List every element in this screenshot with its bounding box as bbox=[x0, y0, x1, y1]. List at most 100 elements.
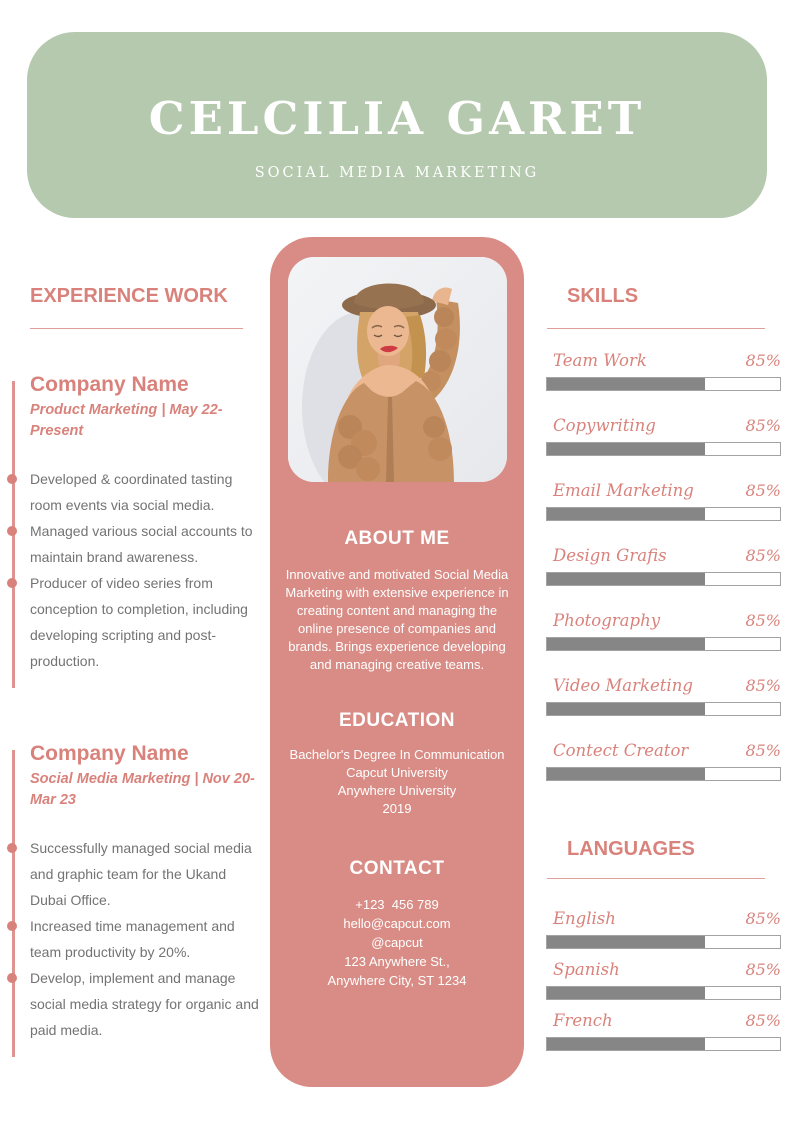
bullet-item: Developed & coordinated tasting room eve… bbox=[7, 466, 260, 518]
language-progress-fill bbox=[547, 1038, 706, 1050]
skill-progress-bar bbox=[546, 572, 781, 586]
job-meta: Social Media Marketing | Nov 20-Mar 23 bbox=[30, 771, 255, 808]
contact-line: +123 456 789 bbox=[355, 897, 439, 912]
skill-percent: 85% bbox=[745, 481, 781, 500]
skill-item: Team Work 85% bbox=[546, 351, 781, 391]
bullet-dot-icon bbox=[7, 921, 17, 931]
skill-progress-fill bbox=[547, 573, 706, 585]
language-item: French 85% bbox=[546, 1011, 781, 1051]
bullet-dot-icon bbox=[7, 526, 17, 536]
skill-percent: 85% bbox=[745, 611, 781, 630]
language-progress-fill bbox=[547, 987, 706, 999]
language-item: English 85% bbox=[546, 909, 781, 949]
education-title: EDUCATION bbox=[338, 710, 456, 731]
person-job-title: SOCIAL MEDIA MARKETING bbox=[254, 165, 540, 181]
contact-line: hello@capcut.com bbox=[343, 916, 451, 931]
language-item: Spanish 85% bbox=[546, 960, 781, 1000]
skills-list: Team Work 85% Copywriting 85% Email Marketin… bbox=[546, 351, 781, 781]
skill-item: Email Marketing 85% bbox=[546, 481, 781, 521]
experience-section: EXPERIENCE WORK Company Name Product Mark… bbox=[7, 285, 260, 1057]
contact-line: 123 Anywhere St., bbox=[344, 954, 450, 969]
skill-progress-bar bbox=[546, 507, 781, 521]
languages-list: English 85% Spanish 85% French 85% bbox=[546, 909, 781, 1051]
bullet-list: Developed & coordinated tasting room eve… bbox=[7, 466, 260, 674]
skill-label-row: Photography 85% bbox=[546, 611, 781, 632]
skill-progress-bar bbox=[546, 377, 781, 391]
about-title: ABOUT ME bbox=[344, 528, 450, 549]
education-lines: Bachelor's Degree In Communication Capcut… bbox=[270, 746, 524, 818]
contact-lines: +123 456 789 hello@capcut.com @capcut 123 A… bbox=[270, 895, 524, 990]
skill-label: Design Grafis bbox=[553, 546, 667, 565]
language-progress-bar bbox=[546, 1037, 781, 1051]
bullet-dot-icon bbox=[7, 973, 17, 983]
skill-progress-fill bbox=[547, 508, 706, 520]
bullet-item: Producer of video series from conception… bbox=[7, 570, 260, 674]
skill-label-row: Copywriting 85% bbox=[546, 416, 781, 437]
language-percent: 85% bbox=[745, 909, 781, 928]
contact-line: @capcut bbox=[371, 935, 423, 950]
job-meta: Product Marketing | May 22-Present bbox=[30, 402, 223, 439]
skill-label: Copywriting bbox=[553, 416, 656, 435]
experience-title: EXPERIENCE WORK bbox=[30, 285, 228, 307]
person-name: CELCILIA GARET bbox=[148, 92, 646, 145]
skill-label-row: Design Grafis 85% bbox=[546, 546, 781, 567]
language-progress-bar bbox=[546, 986, 781, 1000]
language-label: Spanish bbox=[553, 960, 620, 979]
about-text: Innovative and motivated Social Media Ma… bbox=[285, 567, 509, 672]
header-banner: CELCILIA GARET SOCIAL MEDIA MARKETING bbox=[27, 32, 767, 218]
skill-progress-fill bbox=[547, 768, 706, 780]
company-name: Company Name bbox=[30, 373, 189, 396]
language-label: French bbox=[553, 1011, 613, 1030]
skill-percent: 85% bbox=[745, 416, 781, 435]
skill-label: Email Marketing bbox=[553, 481, 694, 500]
language-label-row: French 85% bbox=[546, 1011, 781, 1032]
skill-label-row: Email Marketing 85% bbox=[546, 481, 781, 502]
contact-title: CONTACT bbox=[349, 858, 445, 879]
skill-percent: 85% bbox=[745, 546, 781, 565]
bullet-item: Develop, implement and manage social med… bbox=[7, 965, 260, 1043]
language-label: English bbox=[553, 909, 616, 928]
bullet-item: Managed various social accounts to maint… bbox=[7, 518, 260, 570]
skills-title: SKILLS bbox=[567, 285, 639, 307]
language-progress-bar bbox=[546, 935, 781, 949]
bullet-dot-icon bbox=[7, 474, 17, 484]
skill-label: Video Marketing bbox=[553, 676, 693, 695]
skill-label-row: Video Marketing 85% bbox=[546, 676, 781, 697]
skills-section: SKILLS Team Work 85% Copywriting 85% Email M… bbox=[546, 285, 781, 1062]
skill-percent: 85% bbox=[745, 351, 781, 370]
profile-photo bbox=[287, 257, 507, 482]
skill-label: Contect Creator bbox=[553, 741, 689, 760]
company-name: Company Name bbox=[30, 742, 189, 765]
skill-progress-fill bbox=[547, 703, 706, 715]
skill-label-row: Contect Creator 85% bbox=[546, 741, 781, 762]
skill-progress-bar bbox=[546, 442, 781, 456]
divider bbox=[547, 328, 765, 329]
woman-portrait-illustration bbox=[287, 257, 507, 482]
bullet-item: Increased time management and team produ… bbox=[7, 913, 260, 965]
bullet-item: Successfully managed social media and gr… bbox=[7, 835, 260, 913]
language-percent: 85% bbox=[745, 960, 781, 979]
skill-item: Contect Creator 85% bbox=[546, 741, 781, 781]
profile-panel: ABOUT ME Innovative and motivated Social… bbox=[270, 237, 524, 1087]
divider bbox=[547, 878, 765, 879]
skill-label: Team Work bbox=[553, 351, 647, 370]
languages-title: LANGUAGES bbox=[567, 838, 695, 860]
education-line: 2019 bbox=[382, 801, 412, 816]
skill-progress-bar bbox=[546, 702, 781, 716]
skill-progress-bar bbox=[546, 767, 781, 781]
skill-item: Design Grafis 85% bbox=[546, 546, 781, 586]
bullet-list: Successfully managed social media and gr… bbox=[7, 835, 260, 1043]
language-label-row: English 85% bbox=[546, 909, 781, 930]
language-label-row: Spanish 85% bbox=[546, 960, 781, 981]
language-progress-fill bbox=[547, 936, 706, 948]
contact-line: Anywhere City, ST 1234 bbox=[327, 973, 467, 988]
skill-label: Photography bbox=[553, 611, 661, 630]
education-line: Anywhere University bbox=[337, 783, 457, 798]
bullet-dot-icon bbox=[7, 578, 17, 588]
skill-percent: 85% bbox=[745, 741, 781, 760]
skill-label-row: Team Work 85% bbox=[546, 351, 781, 372]
skill-progress-bar bbox=[546, 637, 781, 651]
divider bbox=[30, 328, 243, 329]
education-line: Capcut University bbox=[346, 765, 448, 780]
